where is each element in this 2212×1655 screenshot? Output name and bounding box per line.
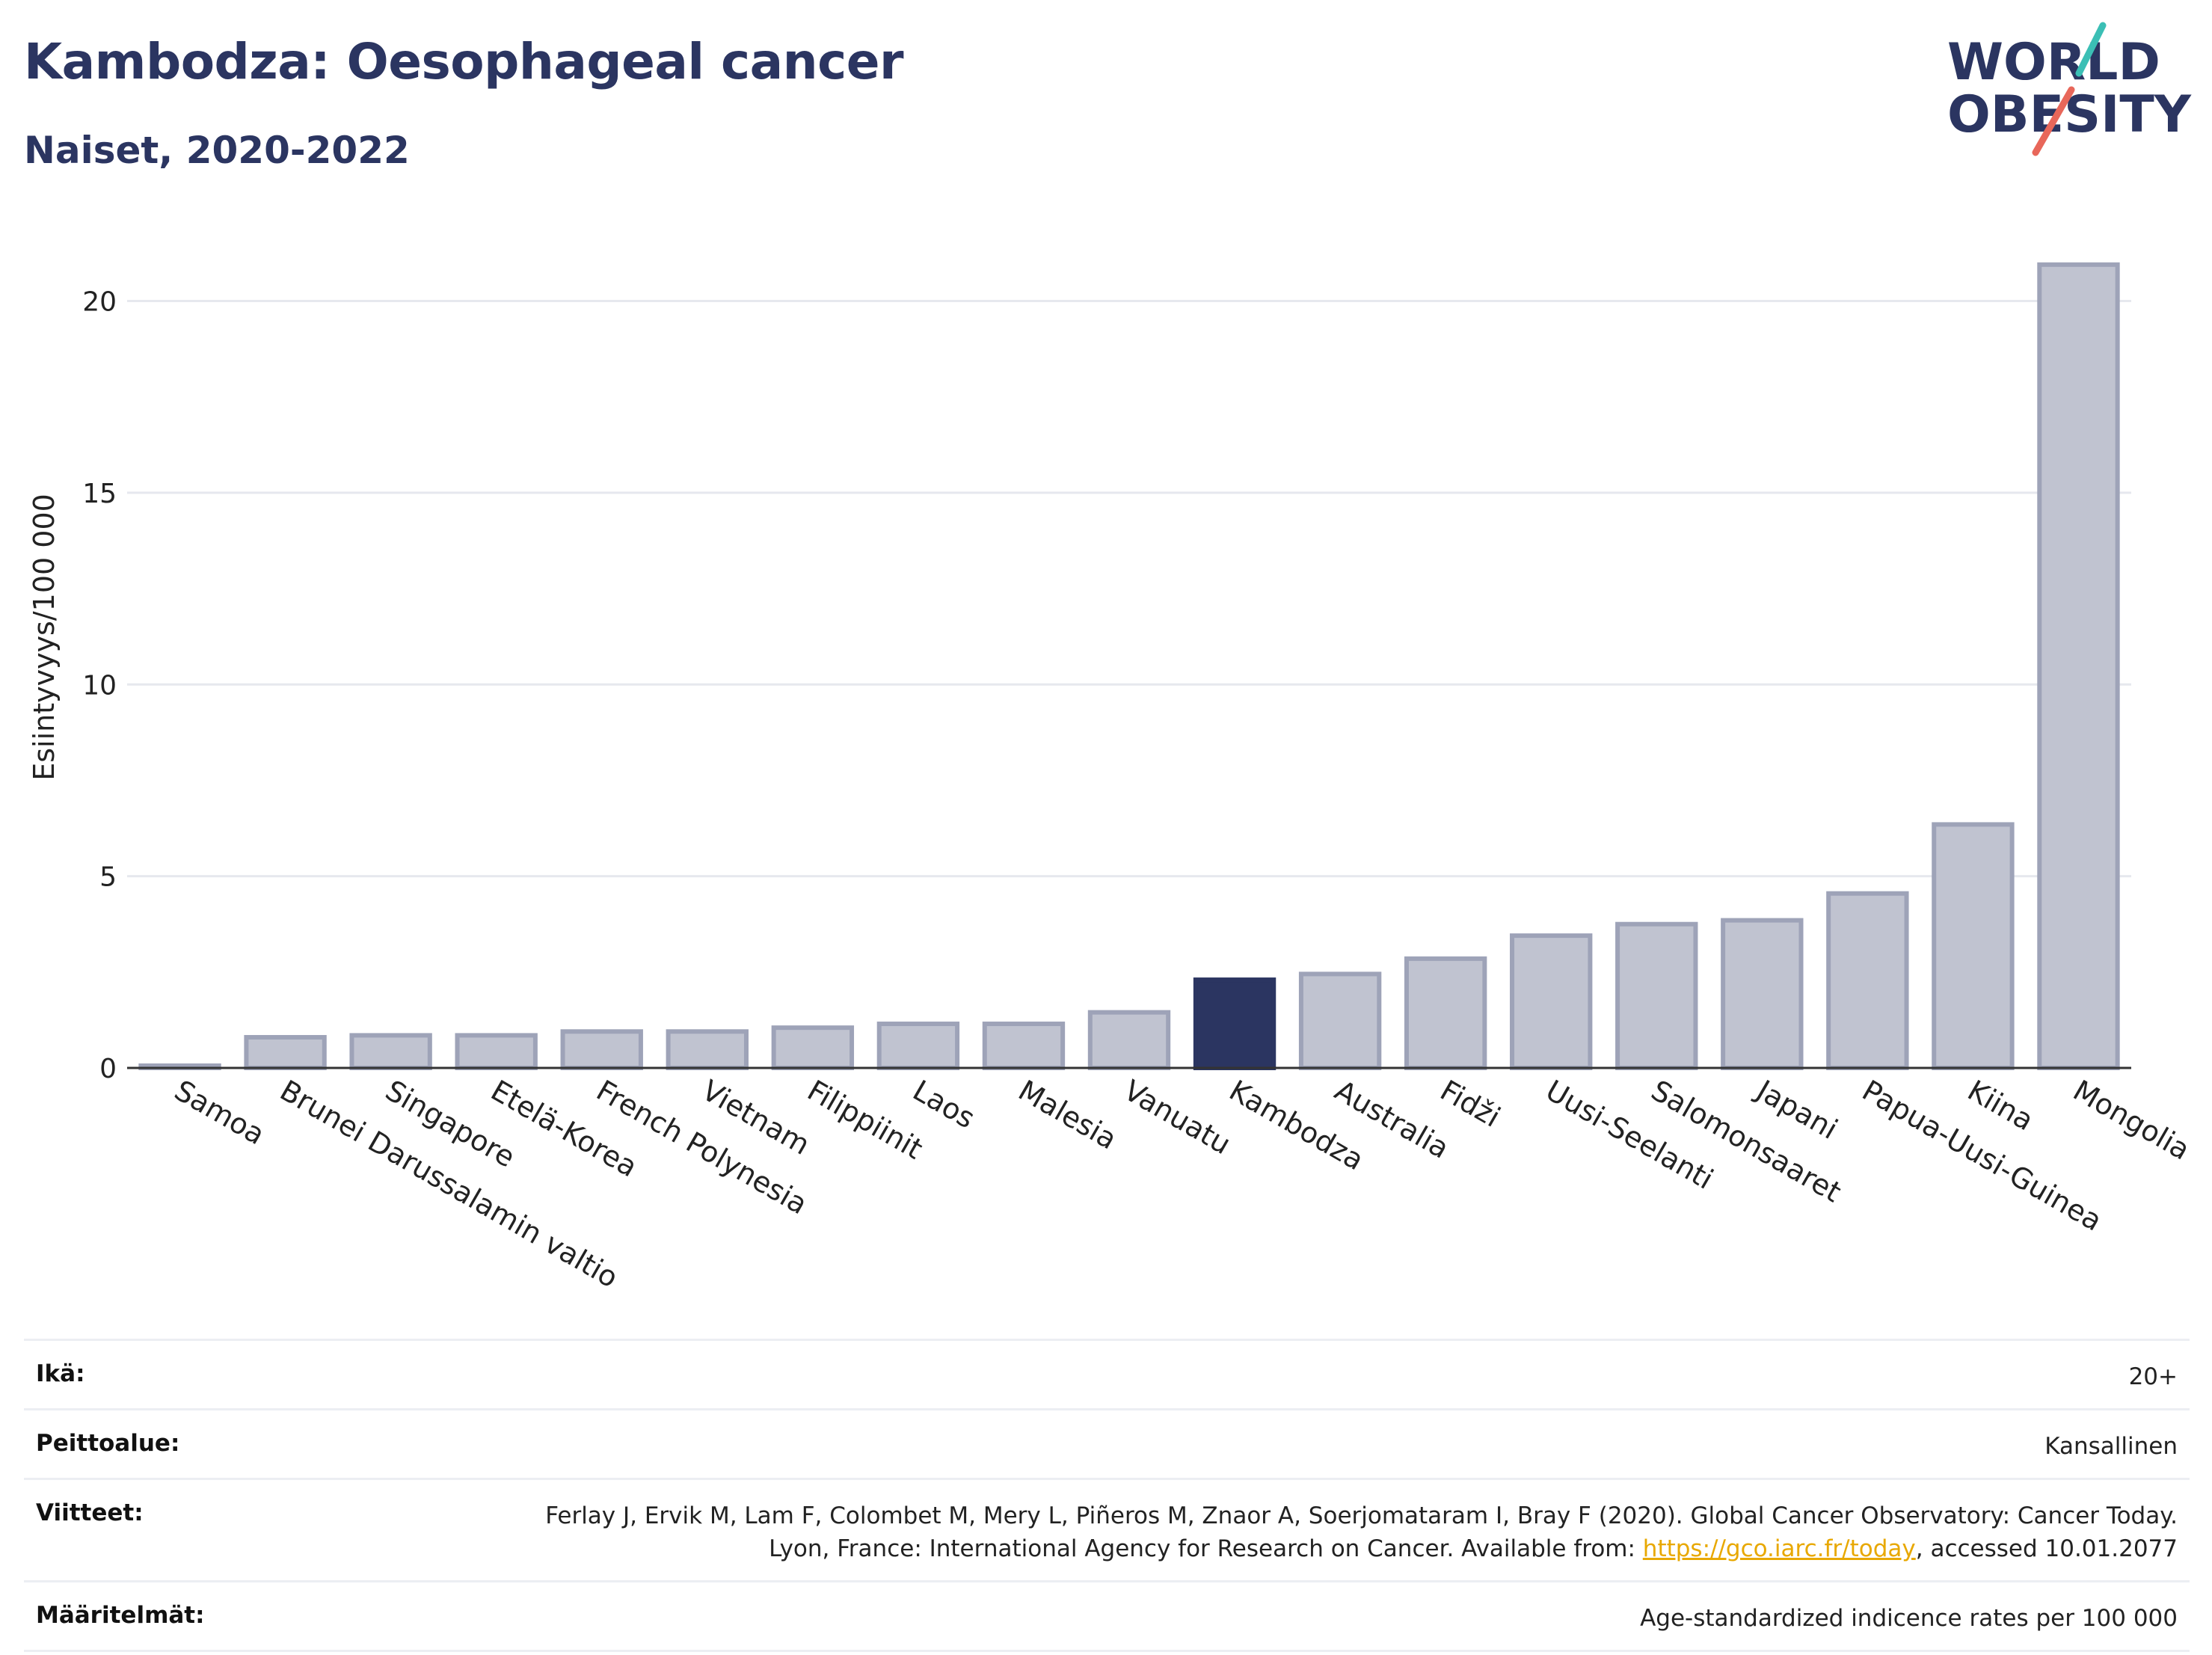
bar — [1615, 921, 1698, 1071]
info-key-references: Viitteet: — [36, 1499, 144, 1526]
logo-slash-teal — [2075, 22, 2107, 77]
info-row-age: Ikä: 20+ — [24, 1339, 2190, 1408]
bar — [2037, 262, 2120, 1071]
bar — [1510, 933, 1593, 1071]
x-tick-label: Malesia — [1013, 1074, 1122, 1156]
info-table: Ikä: 20+ Peittoalue: Kansallinen Viittee… — [24, 1339, 2190, 1652]
x-tick-label: Salomonsaaret — [1646, 1074, 1847, 1209]
info-key-age: Ikä: — [36, 1360, 85, 1387]
info-value-age: 20+ — [2128, 1363, 2178, 1390]
bar — [1721, 918, 1804, 1070]
y-tick-label: 5 — [99, 862, 117, 893]
info-value-coverage: Kansallinen — [2044, 1433, 2178, 1460]
bar — [982, 1022, 1066, 1071]
y-axis-label: Esiintyvyys/100 000 — [28, 494, 61, 781]
bar — [1826, 891, 1909, 1071]
bar — [560, 1029, 643, 1070]
info-row-coverage: Peittoalue: Kansallinen — [24, 1408, 2190, 1478]
x-tick-label: Filippiinit — [802, 1074, 928, 1166]
reference-accessed: , accessed 10.01.2077 — [1915, 1535, 2178, 1562]
reference-link[interactable]: https://gco.iarc.fr/today — [1642, 1535, 1916, 1562]
x-tick-label: Fidži — [1435, 1074, 1506, 1134]
bar — [349, 1033, 432, 1071]
bar — [666, 1029, 749, 1070]
y-tick-label: 0 — [99, 1054, 117, 1084]
info-key-coverage: Peittoalue: — [36, 1430, 180, 1457]
info-value-references: Ferlay J, Ervik M, Lam F, Colombet M, Me… — [495, 1499, 2178, 1565]
bar — [244, 1034, 327, 1070]
world-obesity-logo: WORLD OBESITY — [1947, 22, 2192, 156]
bar-layer — [138, 262, 2120, 1071]
grid-layer — [127, 300, 2131, 878]
bar — [771, 1025, 855, 1071]
x-tick-label: Vanuatu — [1119, 1074, 1237, 1161]
chart-subtitle: Naiset, 2020-2022 — [24, 129, 410, 172]
chart-title: Kambodza: Oesophageal cancer — [24, 33, 904, 90]
bar-highlighted — [1193, 977, 1276, 1071]
bar — [1932, 822, 2015, 1071]
y-tick-label: 20 — [82, 287, 117, 318]
bar — [1087, 1010, 1171, 1070]
bar — [1298, 971, 1382, 1071]
info-key-definitions: Määritelmät: — [36, 1602, 205, 1629]
bar — [876, 1022, 960, 1071]
y-tick-label: 10 — [82, 670, 117, 701]
info-row-references: Viitteet: Ferlay J, Ervik M, Lam F, Colo… — [24, 1478, 2190, 1580]
bar — [1404, 956, 1487, 1070]
x-tick-label: Mongolia — [2068, 1074, 2196, 1167]
info-row-definitions: Määritelmät: Age-standardized indicence … — [24, 1580, 2190, 1652]
info-value-definitions: Age-standardized indicence rates per 100… — [1640, 1605, 2178, 1632]
logo-line-1: WORLD — [1947, 33, 2160, 92]
x-tick-label: Samoa — [169, 1074, 270, 1152]
logo-slash-coral — [2032, 86, 2075, 156]
x-tick-label: Kiina — [1962, 1074, 2039, 1137]
bar — [455, 1033, 538, 1071]
y-tick-label: 15 — [82, 479, 117, 509]
x-tick-label: Laos — [907, 1074, 980, 1135]
reference-text: Ferlay J, Ervik M, Lam F, Colombet M, Me… — [545, 1502, 2178, 1562]
